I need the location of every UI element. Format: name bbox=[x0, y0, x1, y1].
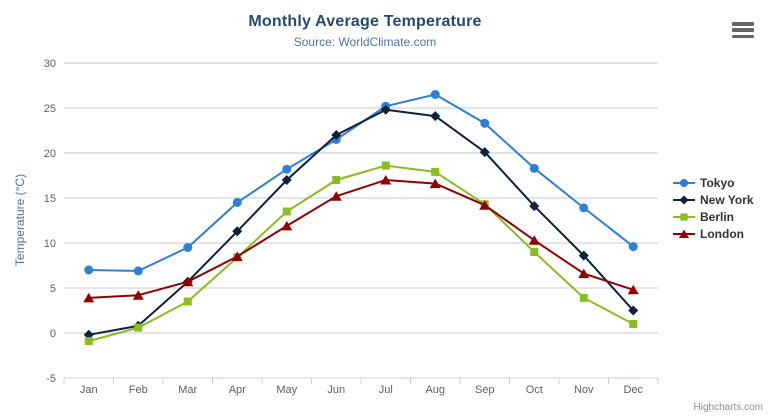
x-axis-tick-label: Mar bbox=[178, 384, 197, 396]
data-point-london[interactable] bbox=[330, 191, 342, 201]
x-axis-tick-label: Apr bbox=[229, 384, 246, 396]
data-point-berlin[interactable] bbox=[282, 207, 291, 216]
chart-title: Monthly Average Temperature bbox=[248, 13, 482, 30]
data-point-london[interactable] bbox=[380, 175, 392, 185]
y-axis-tick-label: 5 bbox=[50, 283, 56, 295]
x-axis-tick-label: Sep bbox=[475, 384, 495, 396]
x-axis-tick-label: Nov bbox=[574, 384, 594, 396]
legend-item-london[interactable]: London bbox=[673, 228, 754, 240]
legend-item-berlin[interactable]: Berlin bbox=[673, 211, 754, 223]
data-point-london[interactable] bbox=[83, 292, 95, 303]
data-point-london[interactable] bbox=[132, 290, 144, 300]
data-point-london[interactable] bbox=[479, 200, 491, 210]
data-point-berlin[interactable] bbox=[431, 167, 440, 176]
x-axis-tick-label: Oct bbox=[526, 384, 543, 396]
data-point-new-york[interactable] bbox=[529, 201, 540, 212]
x-axis-tick-label: Aug bbox=[425, 384, 445, 396]
data-point-london[interactable] bbox=[281, 220, 293, 231]
legend: Tokyo New York Berlin London bbox=[673, 177, 754, 240]
triangle-legend-symbol bbox=[673, 229, 695, 239]
data-point-berlin[interactable] bbox=[332, 176, 341, 184]
data-point-london[interactable] bbox=[429, 178, 441, 189]
data-point-berlin[interactable] bbox=[381, 161, 390, 170]
data-point-london[interactable] bbox=[578, 268, 590, 279]
data-point-london[interactable] bbox=[182, 276, 194, 287]
y-axis-title: Temperature (°C) bbox=[13, 173, 27, 267]
x-axis-tick-label: Dec bbox=[623, 384, 643, 396]
y-axis-tick-label: 10 bbox=[44, 238, 56, 250]
x-axis-tick-label: May bbox=[276, 384, 297, 396]
highcharts-credit-link[interactable]: Highcharts.com bbox=[693, 402, 763, 413]
menu-bar bbox=[732, 28, 754, 32]
data-point-new-york[interactable] bbox=[380, 104, 391, 115]
data-point-tokyo[interactable] bbox=[628, 242, 638, 252]
data-point-berlin[interactable] bbox=[530, 248, 539, 256]
x-axis-tick-label: Jul bbox=[379, 384, 393, 396]
y-axis-tick-label: 20 bbox=[44, 148, 56, 160]
menu-bar bbox=[732, 22, 754, 26]
y-axis-tick-label: 0 bbox=[50, 328, 56, 340]
data-point-london[interactable] bbox=[528, 235, 540, 245]
data-point-berlin[interactable] bbox=[84, 337, 93, 346]
y-axis-tick-label: 15 bbox=[44, 193, 56, 205]
x-axis-tick-label: Jun bbox=[327, 384, 345, 396]
square-legend-symbol bbox=[673, 213, 695, 221]
x-axis-tick-label: Jan bbox=[80, 384, 98, 396]
data-point-tokyo[interactable] bbox=[183, 243, 193, 252]
data-point-tokyo[interactable] bbox=[480, 118, 490, 128]
data-point-new-york[interactable] bbox=[281, 175, 292, 185]
circle-legend-symbol bbox=[673, 178, 695, 188]
legend-label: Berlin bbox=[700, 210, 735, 224]
y-axis-tick-label: 25 bbox=[44, 103, 56, 115]
series-line-london bbox=[87, 179, 635, 299]
menu-bar bbox=[732, 34, 754, 38]
legend-label: Tokyo bbox=[700, 176, 735, 190]
data-point-london[interactable] bbox=[627, 284, 639, 295]
data-point-berlin[interactable] bbox=[183, 297, 192, 306]
series-line-berlin bbox=[87, 164, 635, 343]
data-point-berlin[interactable] bbox=[629, 320, 638, 328]
data-point-tokyo[interactable] bbox=[282, 164, 292, 174]
series-line-new-york bbox=[87, 108, 635, 336]
data-point-new-york[interactable] bbox=[232, 226, 243, 237]
data-point-new-york[interactable] bbox=[628, 305, 639, 316]
legend-label: New York bbox=[700, 193, 754, 207]
hamburger-menu-icon[interactable] bbox=[732, 22, 754, 38]
legend-item-tokyo[interactable]: Tokyo bbox=[673, 177, 754, 189]
data-point-new-york[interactable] bbox=[578, 250, 589, 261]
data-point-tokyo[interactable] bbox=[579, 203, 589, 213]
y-axis-tick-label: -5 bbox=[46, 373, 56, 385]
data-point-tokyo[interactable] bbox=[232, 198, 242, 207]
data-point-tokyo[interactable] bbox=[430, 90, 440, 99]
data-point-berlin[interactable] bbox=[579, 293, 588, 302]
data-point-tokyo[interactable] bbox=[84, 265, 94, 275]
series-line-tokyo bbox=[87, 93, 635, 272]
data-point-berlin[interactable] bbox=[134, 323, 143, 332]
data-point-new-york[interactable] bbox=[479, 147, 490, 158]
chart-subtitle: Source: WorldClimate.com bbox=[293, 35, 437, 49]
y-axis-tick-label: 30 bbox=[44, 58, 56, 70]
legend-item-new-york[interactable]: New York bbox=[673, 194, 754, 206]
data-point-new-york[interactable] bbox=[430, 111, 441, 122]
diamond-legend-symbol bbox=[673, 195, 695, 205]
data-point-london[interactable] bbox=[231, 251, 243, 262]
data-point-new-york[interactable] bbox=[331, 130, 342, 140]
data-point-tokyo[interactable] bbox=[133, 266, 143, 276]
legend-label: London bbox=[700, 227, 744, 241]
x-axis-tick-label: Feb bbox=[129, 384, 148, 396]
data-point-tokyo[interactable] bbox=[529, 163, 539, 173]
